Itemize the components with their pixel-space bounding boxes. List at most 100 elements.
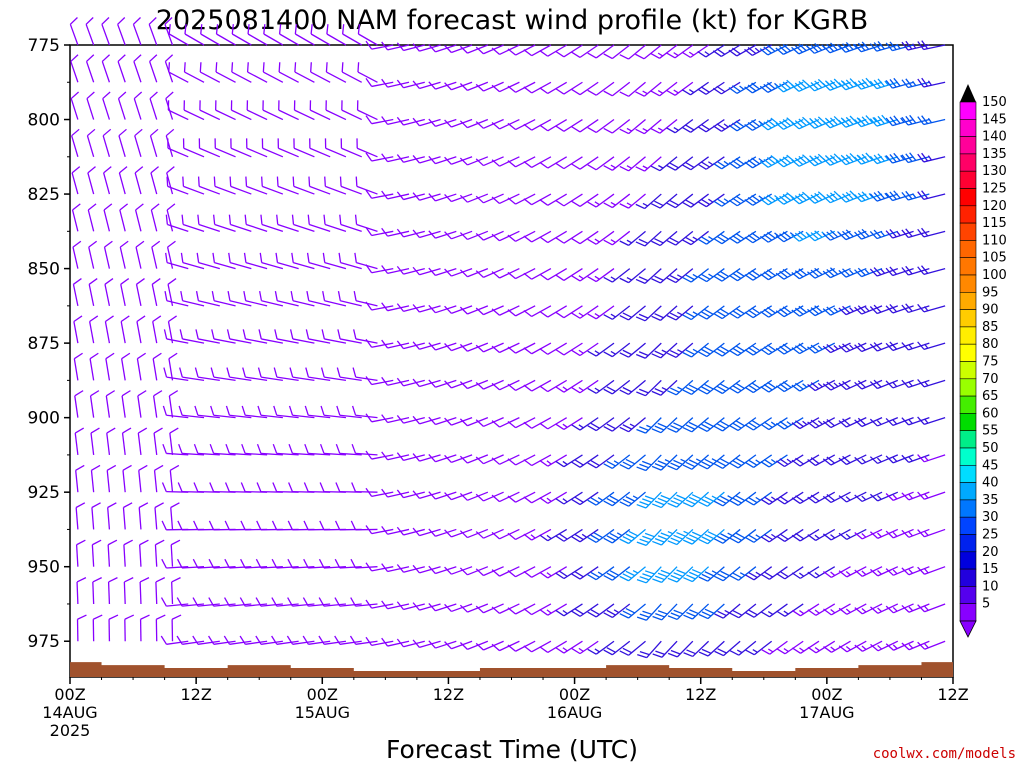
barb-flag-full <box>475 493 484 502</box>
barb-flag-full <box>428 342 436 351</box>
barb-staff <box>324 338 347 344</box>
barb-flag-full <box>396 116 404 126</box>
barb-flag-full <box>137 352 146 360</box>
wind-barb <box>89 315 99 344</box>
barb-staff <box>515 417 536 429</box>
wind-barb <box>507 566 536 578</box>
barb-flag-full <box>625 458 636 465</box>
barb-flag-full <box>838 457 847 465</box>
barb-staff <box>451 305 473 314</box>
barb-flag-full <box>539 571 549 579</box>
wind-barb <box>635 305 662 322</box>
wind-barb <box>396 601 425 611</box>
barb-staff <box>182 300 205 307</box>
barb-flag-full <box>292 176 295 187</box>
wind-barb <box>682 193 709 208</box>
barb-flag-full <box>224 558 230 569</box>
barb-flag-half <box>680 458 686 463</box>
barb-flag-full <box>763 458 773 466</box>
barb-flag-full <box>539 310 549 318</box>
barb-staff <box>105 358 111 381</box>
barb-staff <box>435 118 457 127</box>
barb-flag-full <box>539 497 549 504</box>
barb-flag-full <box>814 80 823 89</box>
barb-flag-full <box>381 190 389 200</box>
wind-barb <box>697 156 725 170</box>
barb-flag-full <box>396 42 404 51</box>
barb-flag-full <box>209 482 215 492</box>
wind-barb <box>75 539 86 567</box>
barb-flag-full <box>845 41 854 51</box>
wind-barb <box>91 502 101 530</box>
barb-staff <box>74 395 79 418</box>
barb-staff <box>531 156 552 168</box>
barb-flag-full <box>822 120 831 129</box>
barb-flag-full <box>729 387 739 394</box>
barb-flag-full <box>70 54 79 62</box>
barb-flag-full <box>670 574 681 580</box>
barb-flag-full <box>782 81 792 89</box>
wind-barb <box>507 640 536 652</box>
barb-staff <box>277 223 299 232</box>
barb-flag-full <box>239 635 246 645</box>
barb-flag-full <box>507 234 516 242</box>
barb-flag-full <box>776 535 786 542</box>
barb-flag-full <box>381 41 389 51</box>
barb-staff <box>563 268 583 281</box>
barb-flag-full <box>340 138 343 149</box>
barb-flag-half <box>755 571 761 576</box>
barb-flag-full <box>901 642 910 651</box>
barb-flag-full <box>239 597 246 607</box>
y-tick-label: 950 <box>28 558 60 578</box>
barb-flag-full <box>75 502 86 509</box>
barb-flag-half <box>727 532 733 537</box>
barb-flag-full <box>151 240 161 248</box>
wind-barb <box>106 427 116 455</box>
wind-barb <box>122 502 133 530</box>
barb-flag-full <box>670 612 681 618</box>
barb-flag-full <box>226 367 231 378</box>
barb-staff <box>260 566 283 569</box>
barb-flag-full <box>179 367 183 378</box>
barb-flag-full <box>587 499 597 506</box>
barb-flag-half <box>708 273 714 278</box>
barb-flag-half <box>708 198 714 203</box>
wind-barb <box>381 227 410 237</box>
plot-border <box>69 44 954 678</box>
barb-flag-full <box>779 270 788 278</box>
wind-barb <box>838 305 867 316</box>
barb-flag-full <box>396 340 404 350</box>
wind-barb <box>729 491 757 506</box>
barb-staff <box>324 300 347 307</box>
barb-flag-full <box>732 160 741 167</box>
barb-flag-full <box>622 386 632 393</box>
wind-barb <box>70 91 80 120</box>
barb-flag-full <box>869 418 878 427</box>
barb-flag-full <box>603 202 613 209</box>
wind-barb <box>697 268 725 283</box>
barb-staff <box>154 507 158 530</box>
barb-staff <box>340 300 362 307</box>
wind-barb <box>71 203 81 232</box>
barb-flag-full <box>622 424 632 430</box>
barb-flag-full <box>140 614 150 620</box>
wind-barb <box>854 228 883 240</box>
barb-staff <box>151 284 158 306</box>
barb-flag-full <box>701 611 712 617</box>
barb-staff <box>276 414 299 419</box>
wind-barb <box>854 305 883 315</box>
colorbar-segment <box>959 136 977 155</box>
barb-staff <box>515 566 536 578</box>
barb-flag-full <box>603 165 613 171</box>
wind-barb <box>304 405 331 419</box>
barb-flag-full <box>105 352 115 360</box>
wind-barb <box>791 528 820 542</box>
wind-barb <box>619 193 646 209</box>
barb-flag-full <box>587 276 597 283</box>
x-tick-year: 2025 <box>50 721 91 740</box>
barb-flag-full <box>873 342 882 351</box>
barb-flag-full <box>889 266 897 275</box>
barb-flag-full <box>685 161 695 168</box>
barb-staff <box>90 432 95 455</box>
wind-barb <box>258 329 283 344</box>
